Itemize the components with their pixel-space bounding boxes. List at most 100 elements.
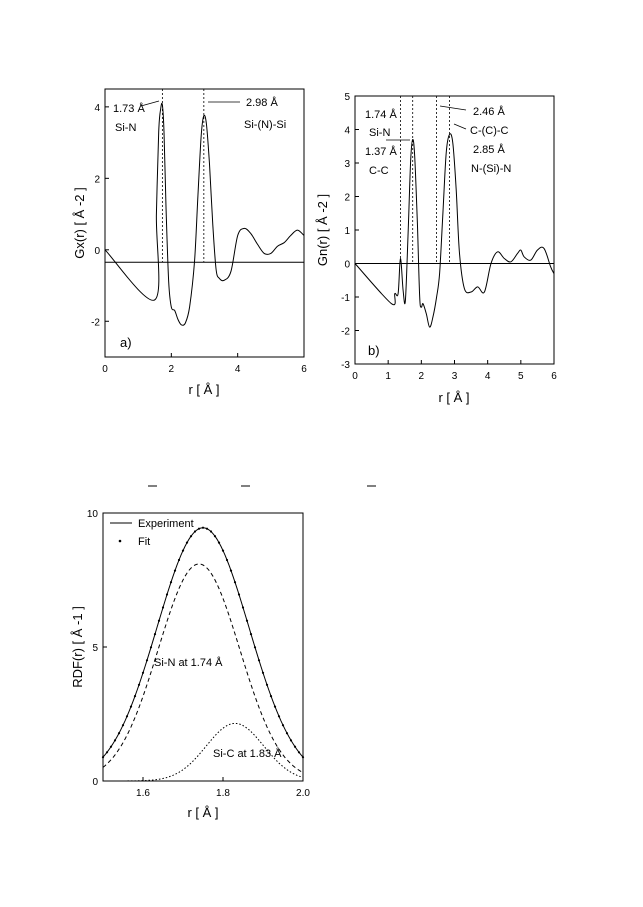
fit-point [197, 527, 201, 530]
fit-point [145, 659, 149, 662]
panel-b-curve [354, 133, 555, 328]
fit-point [277, 715, 281, 718]
fit-point [297, 751, 301, 754]
panel-c-ytick-label: 5 [92, 643, 98, 654]
fit-point [229, 569, 233, 572]
panel-b-xtick-label: 4 [485, 371, 491, 382]
panel-b-xtick-label: 1 [385, 371, 391, 382]
panel-a-ytick-label: 4 [94, 103, 100, 114]
fit-point [121, 724, 125, 727]
panel-b-xtick-label: 0 [352, 371, 358, 382]
fit-point [205, 527, 209, 530]
panel-b-xtick-label: 5 [518, 371, 524, 382]
fit-point [273, 705, 277, 708]
panel-b-xtick-label: 3 [452, 371, 458, 382]
fit-point [209, 530, 213, 533]
si-n-component-curve [102, 563, 304, 774]
fit-point [269, 695, 273, 698]
fit-point [301, 756, 305, 759]
fit-point [281, 724, 285, 727]
fit-point [169, 581, 173, 584]
panel-a-arrow-1 [140, 100, 160, 107]
fit-point [105, 751, 109, 754]
fit-point [157, 619, 161, 622]
panel-c-xlabel: r [ Å ] [187, 805, 218, 820]
fit-point [129, 705, 133, 708]
panel-b-annot-7: 2.85 Å [473, 143, 505, 156]
panel-c-xtick-label: 1.6 [136, 788, 150, 799]
panel-a-xtick-label: 2 [169, 364, 175, 375]
panel-c-xtick-label: 2.0 [296, 788, 310, 799]
fit-points [101, 526, 305, 759]
panel-b-arrow-3 [453, 123, 467, 130]
panel-a-annot-1-value: 1.73 Å [113, 102, 145, 115]
fit-point [201, 526, 205, 529]
fit-point [181, 549, 185, 552]
panel-b: 0 1 2 3 4 5 6 -3 -2 -1 0 1 2 3 4 5 b) 1.74 Å Si-N 1.37 … [315, 92, 557, 405]
panel-a-frame [104, 88, 305, 358]
panel-b-ytick-label: -1 [341, 293, 350, 304]
panel-b-ytick-label: 1 [344, 226, 350, 237]
panel-b-ytick-label: 5 [344, 92, 350, 103]
fit-point [289, 739, 293, 742]
fit-point [153, 633, 157, 636]
experiment-curve [102, 527, 304, 758]
panel-a-ticks: 0 2 4 6 -2 0 2 4 [91, 103, 307, 375]
legend: Experiment Fit [110, 518, 194, 548]
panel-b-ylabel: Gn(r) [ Å -2 ] [315, 194, 330, 266]
legend-fit-label: Fit [138, 536, 150, 548]
panel-b-xlabel: r [ Å ] [438, 390, 469, 405]
panel-a: 0 2 4 6 -2 0 2 4 a) 1.73 Å Si-N 2.98 Å Si-(N)-S… [72, 88, 307, 397]
fit-point [249, 633, 253, 636]
panel-a-xtick-label: 6 [301, 364, 307, 375]
fit-point [241, 606, 245, 609]
panel-a-annot-2-value: 2.98 Å [246, 96, 278, 109]
panel-b-annot-4: C-C [369, 165, 389, 177]
panel-a-xtick-label: 0 [102, 364, 108, 375]
fit-point [221, 549, 225, 552]
panel-a-ytick-label: 0 [94, 246, 100, 257]
panel-a-annot-1-name: Si-N [115, 122, 136, 134]
fit-point [189, 535, 193, 538]
panel-b-annot-2: Si-N [369, 127, 390, 139]
panel-b-ytick-label: 3 [344, 159, 350, 170]
panel-b-ytick-label: 0 [344, 260, 350, 271]
panel-b-xtick-label: 6 [551, 371, 557, 382]
fit-point [213, 535, 217, 538]
fit-point [185, 541, 189, 544]
fit-point [253, 646, 257, 649]
panel-b-xtick-label: 2 [419, 371, 425, 382]
legend-experiment-label: Experiment [138, 518, 194, 530]
fit-point [113, 739, 117, 742]
panel-c-xtick-label: 1.8 [216, 788, 230, 799]
panel-b-ytick-label: -3 [341, 360, 350, 371]
panel-a-curve [104, 102, 305, 326]
si-c-annotation: Si-C at 1.83 Å [213, 747, 282, 760]
fit-point [137, 683, 141, 686]
si-n-annotation: Si-N at 1.74 Å [154, 656, 223, 669]
panel-b-annot-5: 2.46 Å [473, 105, 505, 118]
panel-b-annot-3: 1.37 Å [365, 145, 397, 158]
panel-a-xtick-label: 4 [235, 364, 241, 375]
fit-point [109, 745, 113, 748]
panel-a-ytick-label: 2 [94, 174, 100, 185]
panel-a-xlabel: r [ Å ] [188, 382, 219, 397]
fit-point [217, 541, 221, 544]
panel-c-ytick-label: 0 [92, 777, 98, 788]
fit-point [173, 569, 177, 572]
panel-a-markers [161, 89, 205, 263]
panel-c: 1.6 1.8 2.0 0 5 10 Experiment Fit Si-N at 1.7… [70, 509, 310, 820]
fit-point [293, 745, 297, 748]
fit-point [257, 659, 261, 662]
fit-point [261, 671, 265, 674]
panel-a-label: a) [120, 335, 132, 350]
fit-point [133, 695, 137, 698]
fit-point [149, 646, 153, 649]
panel-a-ytick-label: -2 [91, 317, 100, 328]
fit-point [101, 756, 105, 759]
panel-a-annot-2-name: Si-(N)-Si [244, 119, 286, 131]
fit-point [285, 732, 289, 735]
fit-point [125, 715, 129, 718]
panel-b-ytick-label: -2 [341, 327, 350, 338]
